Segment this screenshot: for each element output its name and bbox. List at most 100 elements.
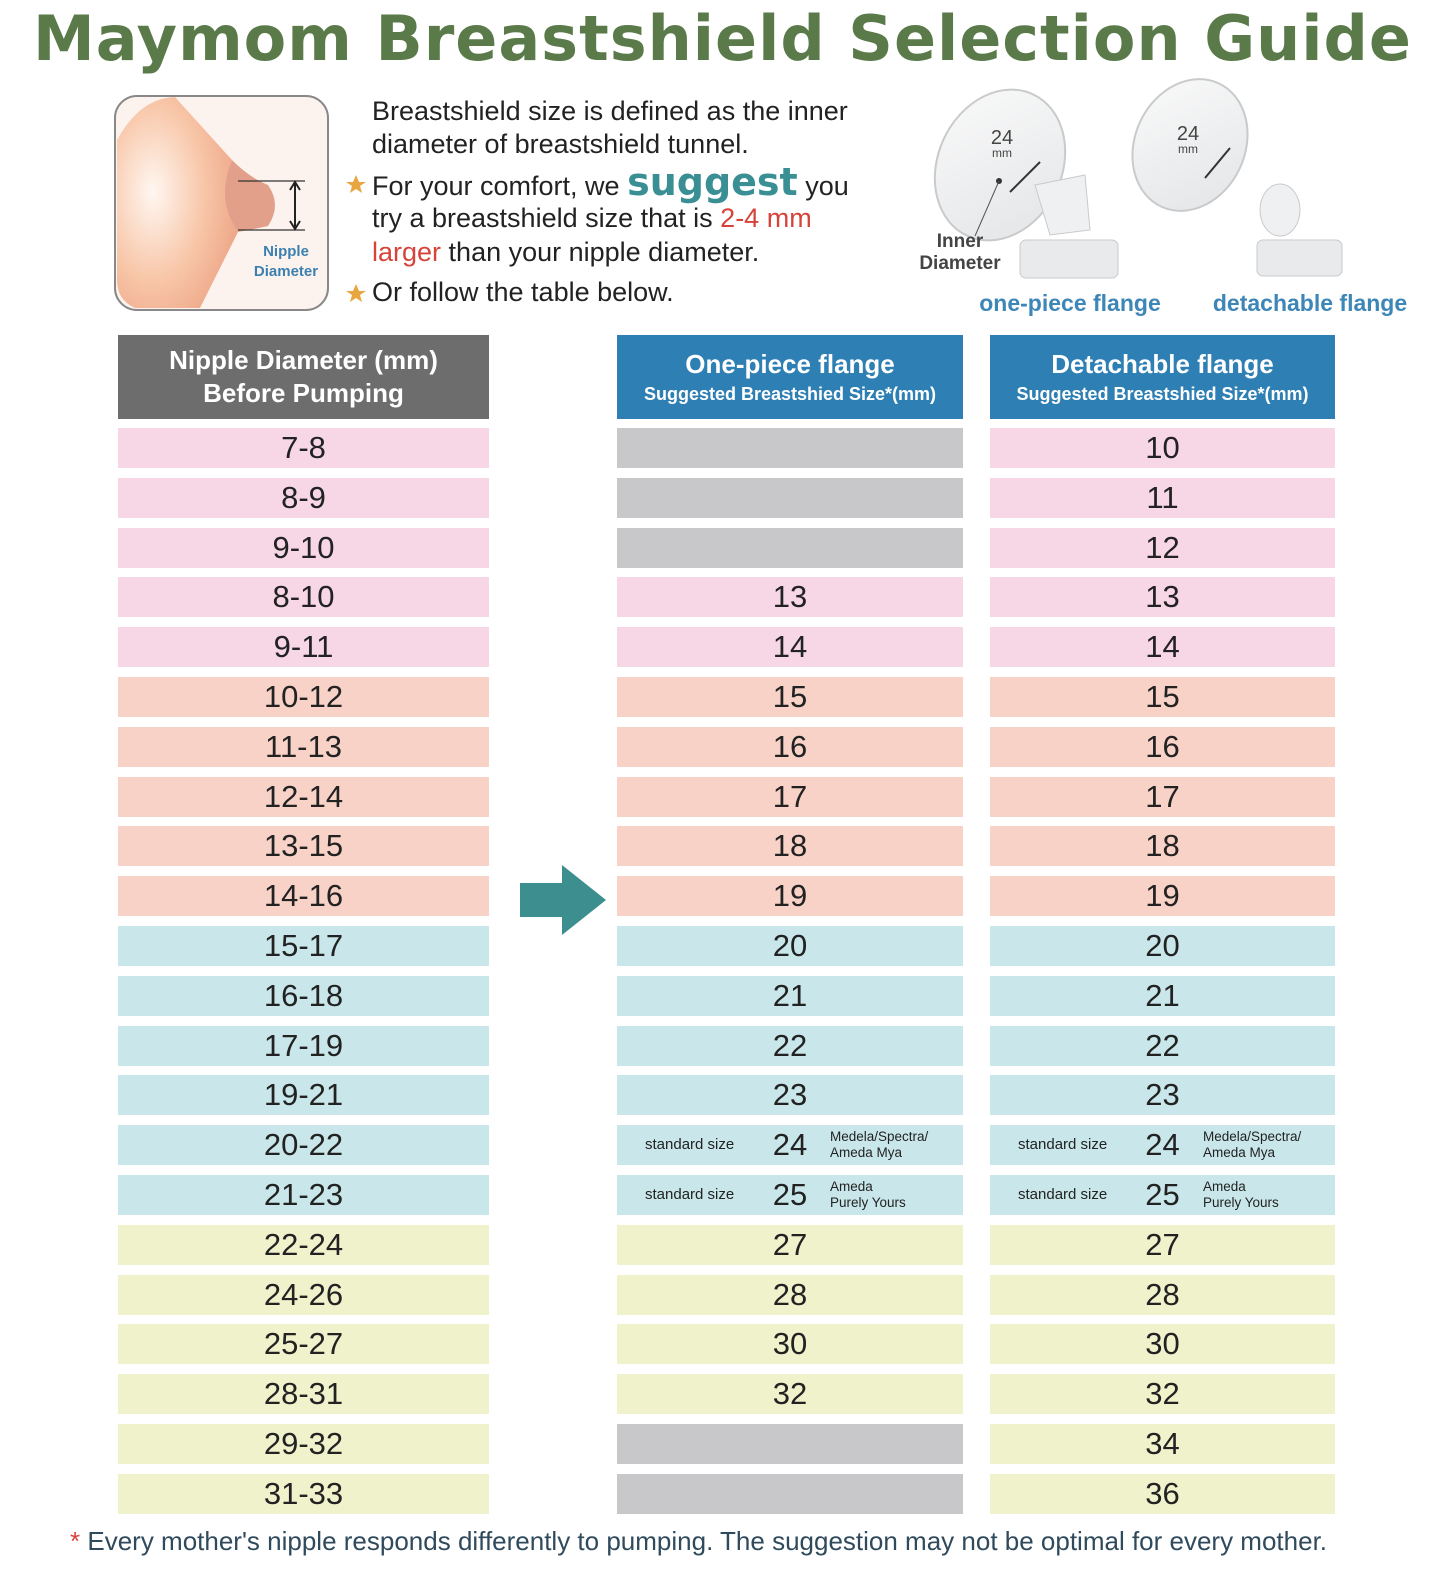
table-cell: 10 <box>990 428 1335 468</box>
measure-arrow <box>289 180 301 231</box>
table-cell <box>617 527 963 568</box>
size-note: standard size <box>1018 1136 1108 1154</box>
header-title: Detachable flange <box>1051 349 1274 379</box>
table-cell: 21 <box>990 975 1335 1016</box>
cell-value: 14 <box>772 629 808 665</box>
table-cell: 25 standard size Ameda Purely Yours <box>990 1175 1335 1215</box>
table-cell: 9-11 <box>118 627 489 668</box>
cell-value: 17-19 <box>263 1027 344 1063</box>
header-title: One-piece flange <box>685 349 895 379</box>
star-icon <box>346 175 366 193</box>
cell-value: 16 <box>1145 728 1180 764</box>
brand-note: Ameda <box>830 1179 873 1194</box>
detachable-flange-image <box>1131 78 1343 277</box>
cell-value: 11 <box>1146 479 1179 515</box>
cell-value: 27 <box>772 1226 808 1262</box>
table-cell: 18 <box>990 826 1335 867</box>
table-cell: 28 <box>990 1274 1335 1315</box>
table-cell: 36 <box>990 1473 1335 1514</box>
table-cell: 10-12 <box>118 677 489 717</box>
cell-value: 22 <box>1145 1027 1180 1063</box>
table-cell: 15 <box>990 677 1335 717</box>
table-cell: 7-8 <box>118 428 489 468</box>
table-cell <box>617 428 963 468</box>
cell-value: 25-27 <box>263 1326 344 1362</box>
size-label: 24 <box>1177 123 1199 145</box>
intro-line: diameter of breastshield tunnel. <box>372 129 749 159</box>
cell-value: 25 <box>772 1177 808 1212</box>
intro-line: Or follow the table below. <box>372 277 674 307</box>
table-cell: 17-19 <box>118 1025 489 1066</box>
highlight: 2-4 mm <box>720 203 812 233</box>
table-cell: 11 <box>990 477 1335 518</box>
table-cell: 15 <box>617 677 963 717</box>
illustrations: Nipple Diameter 24 mm 24 mm Inner Diamet… <box>114 78 1407 316</box>
table-cell <box>617 1473 963 1514</box>
table-cell: 13-15 <box>118 826 489 867</box>
nipple-shape <box>224 160 275 232</box>
table-cell: 12-14 <box>118 776 489 817</box>
cell-value: 21 <box>1145 977 1180 1013</box>
cell-value: 28-31 <box>263 1376 344 1412</box>
cell-value: 18 <box>772 828 808 864</box>
table-cell: 16-18 <box>118 975 489 1016</box>
cell-value: 18 <box>1145 828 1180 864</box>
cell-value: 21 <box>772 977 808 1013</box>
cell-value: 20 <box>1145 928 1180 963</box>
cell-value: 19 <box>1145 878 1180 914</box>
table-cell: 9-10 <box>118 527 489 568</box>
cell-value: 23 <box>772 1077 808 1113</box>
breast-shape <box>117 97 238 308</box>
table-cell: 13 <box>617 577 963 618</box>
table-cell: 28-31 <box>118 1374 489 1415</box>
cell-value: 16-18 <box>263 977 344 1013</box>
cell-value: 10-12 <box>263 679 344 714</box>
cell-value: 17 <box>772 778 808 814</box>
cell-value: 14-16 <box>263 878 344 914</box>
cell-value: 11-13 <box>265 728 342 764</box>
table-cell: 8-9 <box>118 477 489 518</box>
size-note: standard size <box>645 1186 735 1203</box>
emphasis: suggest <box>627 160 798 204</box>
cell-value: 13 <box>1145 579 1180 615</box>
table-cell <box>617 1424 963 1464</box>
table-cell: 27 <box>617 1224 963 1265</box>
cell-value: 28 <box>1145 1276 1180 1312</box>
header-subtitle: Suggested Breastshied Size*(mm) <box>643 384 937 404</box>
cell-value: 10 <box>1145 430 1180 465</box>
header-title: Before Pumping <box>203 378 404 408</box>
table-cell: 16 <box>990 726 1335 767</box>
cell-value: 15 <box>772 679 808 714</box>
one-piece-flange-image <box>933 88 1119 279</box>
column-header: One-piece flange Suggested Breastshied Si… <box>617 335 963 419</box>
table-cell: 14 <box>617 627 963 668</box>
table-cell: 8-10 <box>118 577 489 618</box>
text: try a breastshield size that is <box>372 203 713 233</box>
table-cell: 17 <box>990 776 1335 817</box>
cell-value: 34 <box>1145 1426 1180 1461</box>
header-title: Nipple Diameter (mm) <box>169 345 438 375</box>
table-cell: 16 <box>617 726 963 767</box>
table-cell: 31-33 <box>118 1473 489 1514</box>
cell-value: 21-23 <box>263 1177 344 1212</box>
table-cell: 12 <box>990 527 1335 568</box>
cell-value: 22 <box>772 1027 808 1063</box>
table-cell: 14 <box>990 627 1335 668</box>
table-cell: 20 <box>617 926 963 966</box>
flange-caption: one-piece flange <box>979 290 1160 316</box>
arrow-icon <box>520 865 606 935</box>
brand-note: Ameda <box>1203 1179 1246 1194</box>
table-cell: 32 <box>617 1374 963 1415</box>
size-label: 24 <box>991 127 1013 149</box>
table-cell: 23 <box>990 1075 1335 1116</box>
table-cell: 24-26 <box>118 1274 489 1315</box>
inner-diameter-label: Inner <box>937 231 984 252</box>
cell-value: 30 <box>772 1326 808 1362</box>
table-cell: 18 <box>617 826 963 867</box>
cell-value: 9-10 <box>272 529 335 565</box>
cell-value: 8-10 <box>272 579 335 615</box>
size-note: standard size <box>645 1136 735 1154</box>
size-note: standard size <box>1018 1186 1108 1203</box>
header-subtitle: Suggested Breastshied Size*(mm) <box>1016 384 1309 404</box>
footnote: * Every mother's nipple responds differe… <box>70 1526 1327 1557</box>
